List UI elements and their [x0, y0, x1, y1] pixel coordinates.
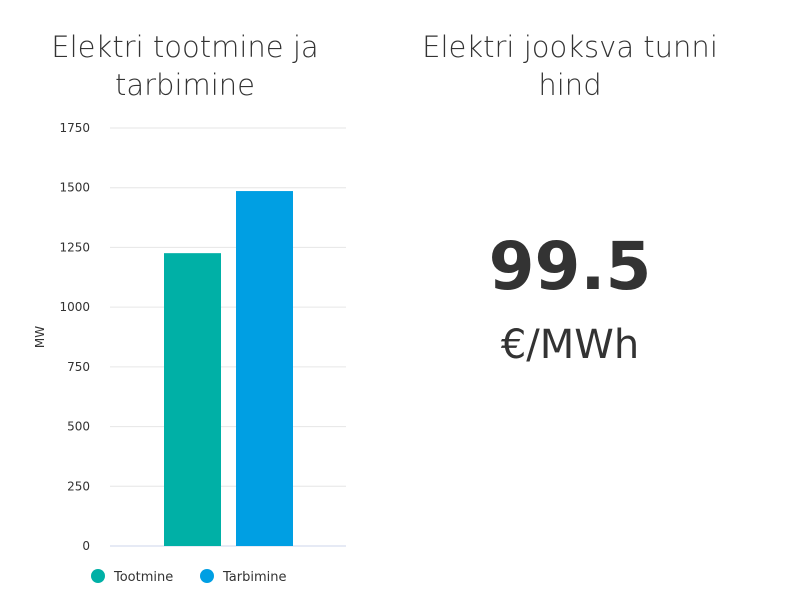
y-tick-label: 1000 [59, 300, 90, 314]
legend-item[interactable]: Tarbimine [222, 570, 286, 585]
price-value: 99.5 [488, 228, 652, 305]
legend-marker [91, 569, 105, 583]
bar-tarbimine[interactable] [236, 191, 293, 546]
y-tick-label: 250 [67, 479, 90, 493]
y-tick-label: 750 [67, 360, 90, 374]
chart-title: Elektri tootmine ja tarbimine [51, 30, 319, 102]
price-title: Elektri jooksva tunni hind [422, 30, 718, 102]
y-axis-label: MW [33, 326, 47, 348]
y-tick-label: 1750 [59, 121, 90, 135]
y-tick-label: 1500 [59, 181, 90, 195]
y-tick-label: 1250 [59, 240, 90, 254]
y-tick-label: 0 [82, 539, 90, 553]
legend-item[interactable]: Tootmine [113, 570, 173, 585]
y-tick-label: 500 [67, 420, 90, 434]
price-unit: €/MWh [500, 322, 640, 368]
bar-tootmine[interactable] [164, 253, 221, 547]
legend-marker [200, 569, 214, 583]
